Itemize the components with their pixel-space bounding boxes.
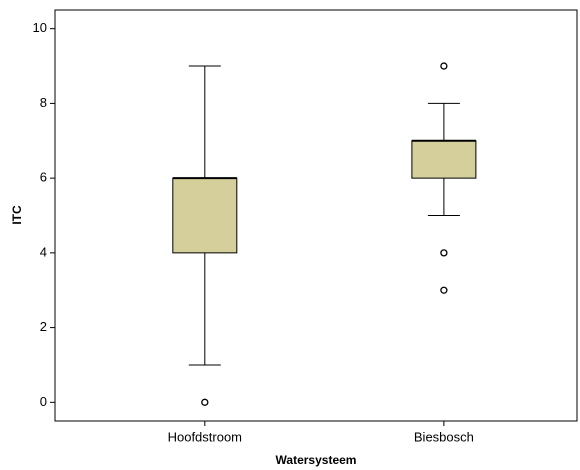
y-axis-label: ITC: [10, 205, 24, 225]
y-tick-label: 0: [40, 394, 47, 409]
x-tick-label: Hoofdstroom: [168, 429, 242, 444]
box: [172, 177, 238, 254]
x-tick-label: Biesbosch: [414, 429, 474, 444]
plot-area: [54, 9, 578, 422]
box: [411, 140, 477, 179]
y-tick-label: 6: [40, 170, 47, 185]
x-axis-label: Watersysteem: [276, 453, 357, 467]
y-tick-label: 10: [33, 20, 47, 35]
outlier: [201, 398, 209, 406]
y-tick-label: 2: [40, 319, 47, 334]
outlier: [440, 249, 448, 257]
y-tick-label: 8: [40, 95, 47, 110]
outlier: [440, 286, 448, 294]
y-tick-label: 4: [40, 244, 47, 259]
outlier: [440, 62, 448, 70]
